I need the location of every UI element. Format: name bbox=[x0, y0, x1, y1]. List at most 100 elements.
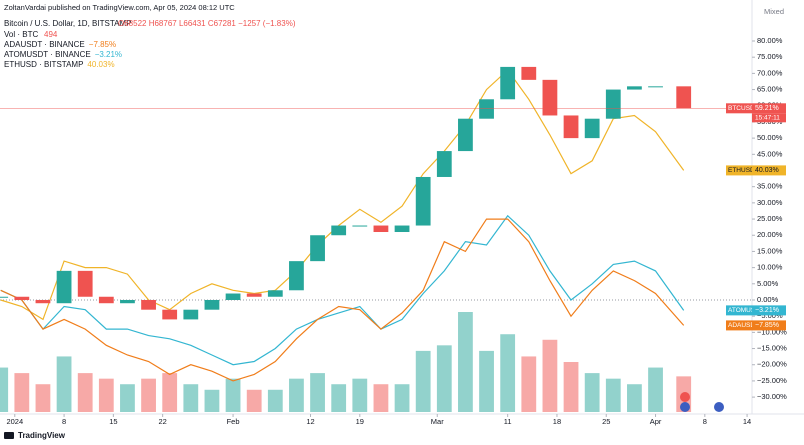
volume-bar bbox=[331, 384, 347, 412]
price-label-name: BTCUSD bbox=[728, 105, 755, 112]
legend-value: −7.85% bbox=[89, 40, 116, 49]
price-label-value: 40.03% bbox=[755, 167, 779, 174]
volume-bar bbox=[479, 350, 494, 412]
flag-icon[interactable] bbox=[680, 402, 690, 412]
x-tick-label: Feb bbox=[227, 417, 240, 426]
symbol: Bitcoin / U.S. Dollar, 1D, BITSTAMP bbox=[4, 19, 131, 28]
series-line bbox=[0, 218, 685, 382]
candle bbox=[289, 261, 304, 291]
plot-area bbox=[0, 66, 752, 412]
candle bbox=[436, 151, 452, 177]
x-tick-label: 19 bbox=[356, 417, 364, 426]
volume-bar bbox=[120, 384, 135, 412]
volume-bar bbox=[605, 378, 621, 412]
flag-icon[interactable] bbox=[714, 402, 724, 412]
volume-bar bbox=[563, 362, 579, 412]
volume-bar bbox=[267, 389, 283, 412]
x-tick-label: 14 bbox=[743, 417, 751, 426]
volume-bar bbox=[627, 384, 642, 412]
price-label-bg bbox=[752, 103, 786, 114]
candle bbox=[479, 99, 494, 119]
scale-mode[interactable]: Mixed bbox=[764, 7, 784, 16]
y-tick-label: 25.00% bbox=[757, 214, 783, 223]
volume-bar bbox=[352, 378, 368, 412]
candle bbox=[56, 270, 72, 304]
x-tick-label: 22 bbox=[158, 417, 166, 426]
volume-bar bbox=[204, 389, 220, 412]
event-icon[interactable] bbox=[680, 392, 690, 402]
price-label-bg bbox=[726, 103, 752, 114]
candle bbox=[352, 225, 368, 227]
candle bbox=[141, 299, 156, 310]
volume-bar bbox=[162, 373, 178, 412]
price-label-bg bbox=[752, 165, 786, 176]
candle bbox=[225, 293, 241, 300]
y-tick-label: 65.00% bbox=[757, 85, 783, 94]
candle bbox=[676, 86, 692, 109]
volume-bar bbox=[373, 384, 389, 412]
price-label-name: ETHUSD bbox=[728, 167, 755, 174]
volume-bar bbox=[289, 378, 304, 412]
candle bbox=[246, 293, 262, 297]
volume-bar bbox=[77, 373, 93, 412]
y-tick-label: 5.00% bbox=[757, 279, 779, 288]
candle bbox=[310, 235, 325, 262]
legend-value: −3.21% bbox=[95, 50, 122, 59]
brand-logo bbox=[4, 432, 14, 439]
y-tick-label: −15.00% bbox=[757, 344, 787, 353]
volume-label: Vol · BTC bbox=[4, 30, 38, 39]
candle bbox=[542, 79, 558, 116]
y-tick-label: 10.00% bbox=[757, 263, 783, 272]
candle bbox=[0, 296, 9, 298]
legend-label: ETHUSD · BITSTAMP bbox=[4, 60, 83, 69]
legend-label: ADAUSDT · BINANCE bbox=[4, 40, 85, 49]
y-tick-label: 70.00% bbox=[757, 68, 783, 77]
y-tick-label: −20.00% bbox=[757, 360, 787, 369]
volume-bar bbox=[521, 356, 537, 412]
price-label-value: 59.21% bbox=[755, 105, 779, 112]
series-line bbox=[0, 69, 685, 321]
volume-bar bbox=[246, 389, 262, 412]
brand-name: TradingView bbox=[18, 431, 66, 440]
volume-bar bbox=[141, 378, 156, 412]
y-tick-label: −5.00% bbox=[757, 311, 783, 320]
candle bbox=[120, 299, 135, 304]
candle bbox=[458, 118, 473, 152]
y-tick-label: 15.00% bbox=[757, 246, 783, 255]
candle bbox=[162, 309, 178, 320]
candle bbox=[331, 225, 347, 236]
y-tick-label: 45.00% bbox=[757, 149, 783, 158]
x-tick-label: 8 bbox=[703, 417, 707, 426]
series-line bbox=[0, 214, 685, 366]
candle bbox=[605, 89, 621, 119]
candle bbox=[267, 290, 283, 297]
candle bbox=[98, 296, 114, 304]
volume-bar bbox=[310, 373, 325, 412]
legend-value: 40.03% bbox=[87, 60, 114, 69]
x-tick-label: 18 bbox=[553, 417, 561, 426]
volume-bar bbox=[98, 378, 114, 412]
volume-bar bbox=[0, 367, 9, 412]
candle bbox=[183, 309, 199, 320]
price-label-value: −3.21% bbox=[755, 307, 779, 314]
volume-bar bbox=[458, 312, 473, 412]
x-tick-label: 2024 bbox=[6, 417, 23, 426]
volume-value: 494 bbox=[44, 30, 58, 39]
volume-bar bbox=[14, 373, 30, 412]
volume-bar bbox=[436, 345, 452, 412]
candle bbox=[563, 115, 579, 139]
volume-bar bbox=[584, 373, 600, 412]
price-label-bg bbox=[752, 320, 786, 331]
x-tick-label: Mar bbox=[431, 417, 444, 426]
y-tick-label: 75.00% bbox=[757, 52, 783, 61]
y-tick-label: 30.00% bbox=[757, 198, 783, 207]
countdown-bg bbox=[752, 113, 786, 123]
candle bbox=[521, 66, 537, 80]
candle bbox=[394, 225, 410, 233]
price-label-bg bbox=[752, 305, 786, 316]
price-label-bg bbox=[726, 305, 752, 316]
volume-bar bbox=[394, 384, 410, 412]
x-tick-label: 8 bbox=[62, 417, 66, 426]
